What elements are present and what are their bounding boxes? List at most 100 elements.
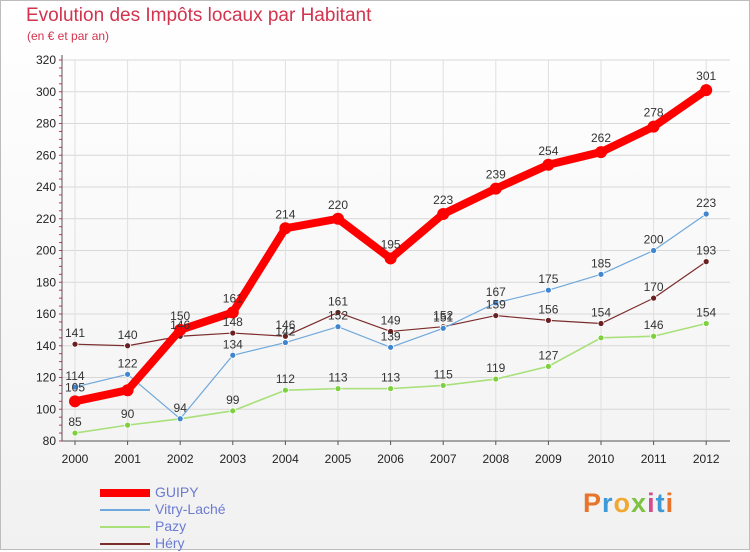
data-point <box>124 342 131 350</box>
data-label: 99 <box>226 393 240 407</box>
data-label: 239 <box>486 168 506 182</box>
data-label: 152 <box>328 309 348 323</box>
data-label: 85 <box>68 415 82 429</box>
data-label: 301 <box>696 69 716 83</box>
y-tick-label: 80 <box>43 434 57 448</box>
data-point <box>650 247 657 254</box>
data-label: 161 <box>223 291 243 305</box>
data-point <box>279 222 292 235</box>
x-tick-label: 2001 <box>114 452 141 466</box>
data-point <box>439 382 447 389</box>
y-tick-label: 160 <box>36 307 56 321</box>
data-point <box>597 320 605 327</box>
y-tick-label: 300 <box>36 85 56 99</box>
data-label: 193 <box>696 244 716 258</box>
legend-label: Vitry-Laché <box>155 501 226 517</box>
data-point <box>387 385 395 393</box>
data-label: 223 <box>433 193 453 207</box>
data-label: 154 <box>696 306 716 320</box>
data-point <box>647 120 660 133</box>
data-point <box>226 306 239 319</box>
x-tick-label: 2005 <box>325 452 352 466</box>
chart-subtitle: (en € et par an) <box>27 29 110 43</box>
x-tick-label: 2003 <box>219 452 246 466</box>
data-label: 152 <box>433 309 453 323</box>
data-label: 262 <box>591 131 611 145</box>
y-tick-label: 200 <box>36 244 56 258</box>
data-point <box>229 351 237 359</box>
data-point <box>437 207 450 220</box>
data-label: 185 <box>591 256 611 270</box>
data-point <box>700 84 713 97</box>
data-label: 148 <box>223 315 243 329</box>
data-point <box>121 384 134 397</box>
series-group <box>69 84 713 437</box>
data-point <box>334 323 342 331</box>
data-label: 105 <box>65 380 85 394</box>
data-label: 90 <box>121 407 135 421</box>
x-tick-label: 2009 <box>535 452 562 466</box>
data-point <box>387 328 395 335</box>
x-tick-label: 2004 <box>272 452 299 466</box>
data-point <box>492 299 500 307</box>
data-label: 223 <box>696 196 716 210</box>
x-tick-label: 2006 <box>377 452 404 466</box>
logo-letter: x <box>631 488 648 518</box>
data-point <box>124 370 131 378</box>
legend-swatch <box>100 526 150 528</box>
data-point <box>229 407 237 415</box>
x-tick-label: 2002 <box>167 452 194 466</box>
data-label: 151 <box>433 310 453 324</box>
data-label: 195 <box>381 237 401 251</box>
y-tick-label: 280 <box>36 117 56 131</box>
data-label: 127 <box>538 348 558 362</box>
proxiti-logo: Proxiti <box>583 488 674 519</box>
data-point <box>334 385 342 393</box>
data-label: 278 <box>644 106 664 120</box>
logo-letter: o <box>613 488 632 518</box>
y-tick-label: 220 <box>36 212 56 226</box>
data-label: 254 <box>538 144 558 158</box>
data-label: 115 <box>434 367 453 381</box>
data-point <box>702 320 710 327</box>
data-label: 94 <box>174 401 188 415</box>
data-point <box>69 395 81 408</box>
data-label: 170 <box>644 280 664 294</box>
data-point <box>439 324 447 332</box>
x-tick-label: 2000 <box>62 452 89 466</box>
data-point <box>71 340 79 348</box>
data-point <box>176 415 184 423</box>
data-point <box>492 375 500 383</box>
legend-label: Héry <box>155 535 185 551</box>
data-label: 150 <box>170 309 190 323</box>
data-label: 159 <box>486 298 506 312</box>
y-tick-label: 100 <box>36 402 56 416</box>
data-point <box>281 386 289 394</box>
chart-title: Evolution des Impôts locaux par Habitant <box>26 5 372 26</box>
data-point <box>597 334 605 342</box>
y-tick-label: 320 <box>36 53 56 67</box>
y-tick-label: 140 <box>36 339 56 353</box>
data-label: 142 <box>275 325 295 339</box>
data-point <box>71 429 79 437</box>
data-label: 161 <box>328 294 348 308</box>
logo-letter: i <box>647 488 656 518</box>
data-point <box>489 182 502 195</box>
legend-swatch <box>100 489 150 497</box>
data-point <box>332 212 344 225</box>
data-point <box>650 294 657 302</box>
x-tick-label: 2008 <box>482 452 509 466</box>
data-label: 167 <box>486 285 506 299</box>
legend-label: Pazy <box>155 518 187 534</box>
data-point <box>545 286 552 294</box>
axes: 80 100 120 140 160 180 200 220 240 260 280 300 320 20… <box>36 53 730 466</box>
data-point <box>650 332 657 340</box>
data-label: 156 <box>538 302 558 316</box>
legend-swatch <box>100 509 150 511</box>
logo-letter: P <box>583 488 603 518</box>
data-label: 175 <box>538 272 558 286</box>
data-point <box>545 362 552 370</box>
data-label: 122 <box>118 356 138 370</box>
x-tick-label: 2012 <box>693 452 720 466</box>
